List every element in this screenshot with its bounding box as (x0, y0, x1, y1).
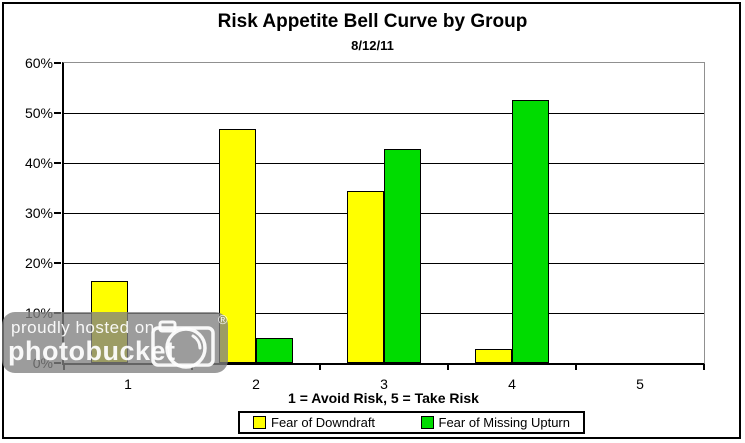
y-tick-label-60: 60% (24, 55, 53, 71)
y-tick-label-40: 40% (24, 155, 53, 171)
legend-label: Fear of Missing Upturn (438, 415, 571, 430)
y-tick (54, 112, 61, 114)
bar-fear-of-missing-upturn-4 (512, 100, 549, 363)
bar-fear-of-downdraft-4 (475, 349, 512, 363)
x-category-label-4: 4 (508, 376, 516, 392)
legend: Fear of Downdraft Fear of Missing Upturn (238, 411, 585, 434)
chart-outer-border (2, 2, 741, 439)
x-category-label-3: 3 (380, 376, 388, 392)
bar-fear-of-missing-upturn-3 (384, 149, 421, 363)
y-tick (54, 162, 61, 164)
chart-title: Risk Appetite Bell Curve by Group (217, 11, 528, 32)
bar-fear-of-missing-upturn-2 (256, 338, 293, 363)
legend-item-fear-of-downdraft: Fear of Downdraft (253, 415, 375, 430)
y-tick-label-20: 20% (24, 255, 53, 271)
x-axis-title: 1 = Avoid Risk, 5 = Take Risk (288, 390, 479, 406)
legend-swatch-fear-of-downdraft (253, 416, 266, 429)
y-tick (54, 212, 61, 214)
chart-subtitle: 8/12/11 (351, 38, 394, 53)
bar-fear-of-downdraft-3 (347, 191, 384, 363)
y-gridline-50 (64, 113, 704, 114)
y-tick-label-30: 30% (24, 205, 53, 221)
y-tick (54, 262, 61, 264)
registered-trademark-icon: ® (218, 312, 228, 327)
photobucket-watermark: proudly hosted on photobucket ® (2, 312, 228, 373)
x-tick (447, 364, 449, 370)
legend-label: Fear of Downdraft (271, 415, 376, 430)
watermark-text-line2: photobucket (8, 336, 176, 366)
legend-item-fear-of-missing-upturn: Fear of Missing Upturn (420, 415, 571, 430)
x-tick (703, 364, 705, 370)
y-tick-label-50: 50% (24, 105, 53, 121)
camera-icon (151, 320, 215, 369)
watermark-text-line1: proudly hosted on (11, 318, 155, 337)
x-category-label-2: 2 (252, 376, 260, 392)
x-axis-category-labels: 1 2 3 4 5 (62, 376, 705, 392)
x-tick (575, 364, 577, 370)
x-category-label-5: 5 (636, 376, 644, 392)
y-tick (54, 62, 61, 64)
x-category-label-1: 1 (124, 376, 132, 392)
legend-swatch-fear-of-missing-upturn (420, 416, 434, 429)
x-tick (319, 364, 321, 370)
